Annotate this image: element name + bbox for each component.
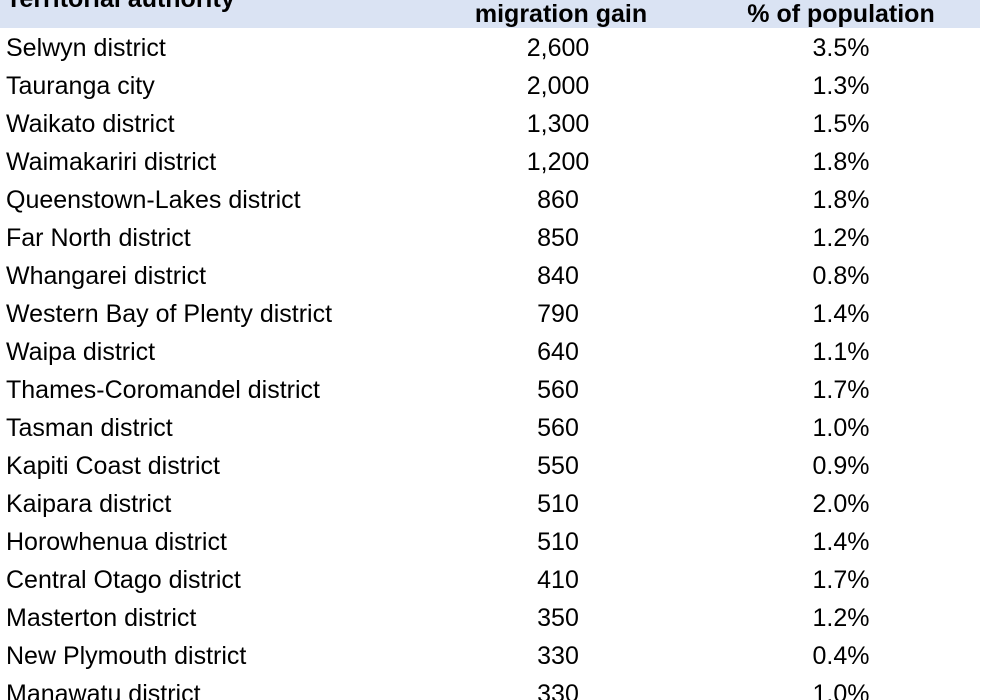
header-migration-gain: migration gain: [474, 0, 648, 28]
cell-territorial-authority: Far North district: [6, 224, 191, 252]
table-row: Tasman district 560 1.0%: [0, 409, 980, 447]
cell-migration-gain: 330: [537, 680, 579, 700]
cell-territorial-authority: Selwyn district: [6, 34, 166, 62]
cell-territorial-authority: Tasman district: [6, 414, 173, 442]
cell-migration-gain: 790: [537, 300, 579, 328]
table-row: Kapiti Coast district 550 0.9%: [0, 447, 980, 485]
table-row: Thames-Coromandel district 560 1.7%: [0, 371, 980, 409]
cell-territorial-authority: Waipa district: [6, 338, 156, 366]
cell-territorial-authority: Western Bay of Plenty district: [6, 300, 333, 328]
cell-migration-gain: 510: [537, 528, 579, 556]
cell-pct-population: 0.9%: [812, 452, 870, 480]
cell-pct-population: 1.1%: [812, 338, 870, 366]
cell-migration-gain: 850: [537, 224, 579, 252]
cell-territorial-authority: Manawatu district: [6, 680, 201, 700]
cell-territorial-authority: Tauranga city: [6, 72, 155, 100]
cell-migration-gain: 1,300: [526, 110, 590, 138]
cell-migration-gain: 2,600: [526, 34, 590, 62]
cell-territorial-authority: Thames-Coromandel district: [6, 376, 320, 404]
cell-migration-gain: 510: [537, 490, 579, 518]
cell-pct-population: 0.8%: [812, 262, 870, 290]
cell-pct-population: 1.2%: [812, 224, 870, 252]
table-row: Kaipara district 510 2.0%: [0, 485, 980, 523]
cell-migration-gain: 350: [537, 604, 579, 632]
cell-pct-population: 1.7%: [812, 566, 870, 594]
header-pct-population: % of population: [747, 0, 935, 28]
table-row: Selwyn district 2,600 3.5%: [0, 29, 980, 67]
cell-pct-population: 1.7%: [812, 376, 870, 404]
table-row: Tauranga city 2,000 1.3%: [0, 67, 980, 105]
cell-territorial-authority: Waimakariri district: [6, 148, 217, 176]
cell-migration-gain: 2,000: [526, 72, 590, 100]
cell-pct-population: 3.5%: [812, 34, 870, 62]
cell-territorial-authority: Waikato district: [6, 110, 175, 138]
cell-migration-gain: 840: [537, 262, 579, 290]
table-row: Whangarei district 840 0.8%: [0, 257, 980, 295]
cell-territorial-authority: New Plymouth district: [6, 642, 247, 670]
table-row: Queenstown-Lakes district 860 1.8%: [0, 181, 980, 219]
cell-territorial-authority: Whangarei district: [6, 262, 207, 290]
table-row: Waimakariri district 1,200 1.8%: [0, 143, 980, 181]
cell-territorial-authority: Kapiti Coast district: [6, 452, 220, 480]
cell-pct-population: 1.4%: [812, 528, 870, 556]
cell-pct-population: 1.5%: [812, 110, 870, 138]
table-row: New Plymouth district 330 0.4%: [0, 637, 980, 675]
table-row: Manawatu district 330 1.0%: [0, 675, 980, 700]
cell-migration-gain: 860: [537, 186, 579, 214]
header-row: Territorial authority migration gain % o…: [0, 0, 980, 28]
cell-pct-population: 1.2%: [812, 604, 870, 632]
cell-migration-gain: 560: [537, 376, 579, 404]
table-row: Waipa district 640 1.1%: [0, 333, 980, 371]
cell-migration-gain: 1,200: [526, 148, 590, 176]
cell-migration-gain: 410: [537, 566, 579, 594]
cell-territorial-authority: Horowhenua district: [6, 528, 227, 556]
cell-pct-population: 2.0%: [812, 490, 870, 518]
table-row: Waikato district 1,300 1.5%: [0, 105, 980, 143]
cell-migration-gain: 560: [537, 414, 579, 442]
cell-territorial-authority: Central Otago district: [6, 566, 241, 594]
table-row: Masterton district 350 1.2%: [0, 599, 980, 637]
cell-migration-gain: 640: [537, 338, 579, 366]
cell-pct-population: 1.4%: [812, 300, 870, 328]
cell-territorial-authority: Queenstown-Lakes district: [6, 186, 301, 214]
cell-pct-population: 1.8%: [812, 148, 870, 176]
header-territorial-authority: Territorial authority: [6, 0, 235, 13]
cell-migration-gain: 550: [537, 452, 579, 480]
table-body: Selwyn district 2,600 3.5% Tauranga city 2,0…: [0, 29, 980, 700]
cell-territorial-authority: Kaipara district: [6, 490, 172, 518]
cell-pct-population: 1.8%: [812, 186, 870, 214]
cell-migration-gain: 330: [537, 642, 579, 670]
cell-pct-population: 1.3%: [812, 72, 870, 100]
cell-pct-population: 0.4%: [812, 642, 870, 670]
cell-pct-population: 1.0%: [812, 414, 870, 442]
cell-pct-population: 1.0%: [812, 680, 870, 700]
cell-territorial-authority: Masterton district: [6, 604, 197, 632]
table-row: Central Otago district 410 1.7%: [0, 561, 980, 599]
table-row: Far North district 850 1.2%: [0, 219, 980, 257]
table-row: Western Bay of Plenty district 790 1.4%: [0, 295, 980, 333]
table-row: Horowhenua district 510 1.4%: [0, 523, 980, 561]
